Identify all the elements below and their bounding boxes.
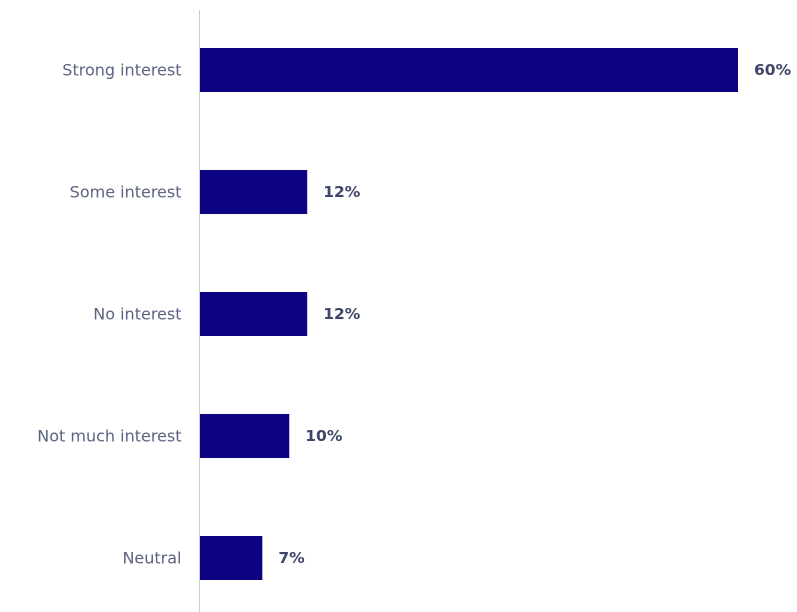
bar-not-much-interest xyxy=(199,414,290,458)
category-label-strong-interest: Strong interest xyxy=(62,61,181,80)
bar-no-interest xyxy=(199,292,308,336)
bar-some-interest xyxy=(199,170,308,214)
category-label-some-interest: Some interest xyxy=(70,183,182,202)
category-label-not-much-interest: Not much interest xyxy=(37,427,181,446)
value-label-neutral: 7% xyxy=(278,549,305,567)
category-label-neutral: Neutral xyxy=(122,549,181,568)
bar-neutral xyxy=(199,536,263,580)
value-label-strong-interest: 60% xyxy=(754,61,792,79)
category-label-no-interest: No interest xyxy=(93,305,181,324)
bars-group xyxy=(199,48,738,580)
value-label-some-interest: 12% xyxy=(323,183,361,201)
category-labels: Strong interest Some interest No interest N… xyxy=(37,61,181,568)
value-label-not-much-interest: 10% xyxy=(305,427,343,445)
value-label-no-interest: 12% xyxy=(323,305,361,323)
bar-strong-interest xyxy=(199,48,738,92)
value-labels: 60% 12% 12% 10% 7% xyxy=(278,61,791,567)
